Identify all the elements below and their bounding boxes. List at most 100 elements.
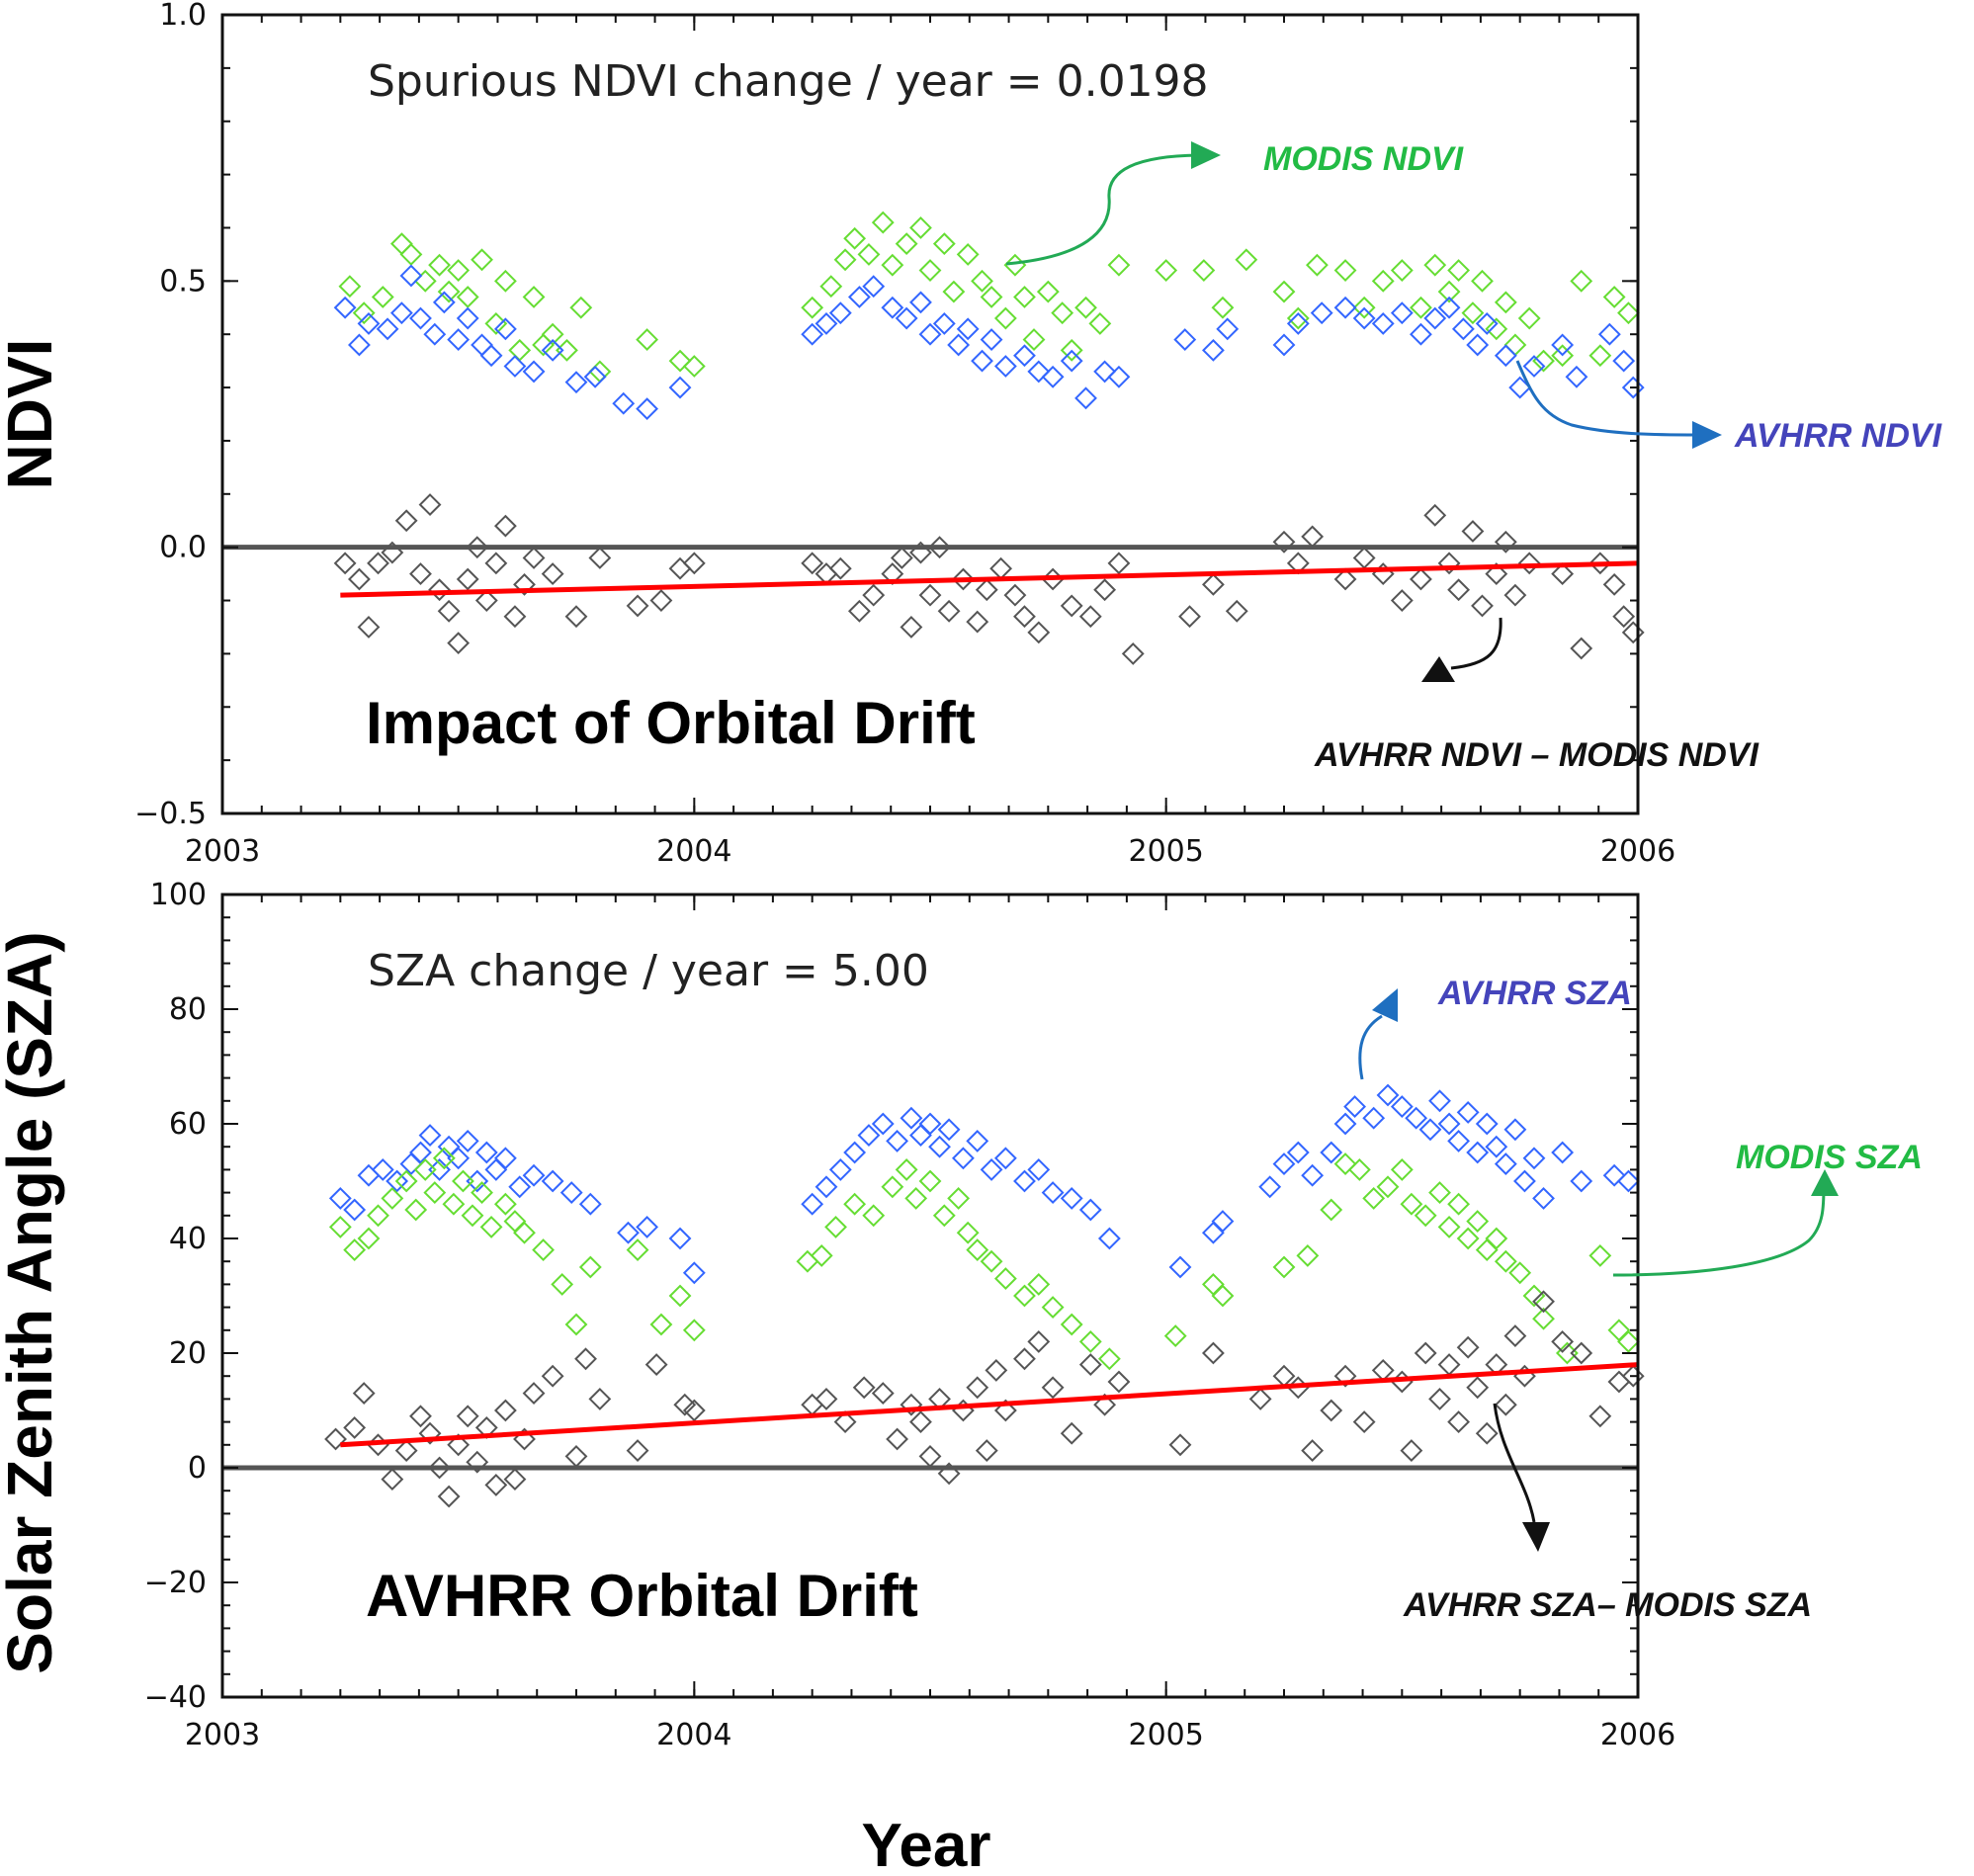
data-point — [1060, 1421, 1083, 1445]
data-point — [815, 312, 838, 335]
data-point — [1588, 344, 1612, 368]
data-point — [1551, 333, 1575, 357]
data-point — [1437, 1215, 1461, 1238]
data-point — [1272, 333, 1296, 357]
data-point — [1078, 1198, 1102, 1222]
data-point — [1485, 317, 1508, 341]
data-point — [668, 376, 692, 399]
data-point — [1410, 322, 1432, 346]
data-point — [857, 242, 881, 266]
data-point — [1522, 1284, 1546, 1308]
data-point — [352, 1382, 376, 1406]
data-point — [461, 1204, 484, 1228]
data-point — [428, 253, 451, 277]
data-point — [966, 1129, 989, 1152]
ndvi-slope-annotation: Spurious NDVI change / year = 0.0198 — [368, 56, 1209, 107]
data-point — [503, 355, 527, 378]
data-point — [1390, 1095, 1414, 1119]
data-point — [556, 338, 578, 362]
data-point — [1201, 338, 1225, 362]
data-point — [394, 1169, 418, 1193]
data-point — [1551, 562, 1575, 586]
data-point — [668, 349, 692, 373]
data-point — [900, 616, 923, 639]
data-point — [1588, 1243, 1612, 1267]
data-point — [371, 1157, 394, 1181]
data-point — [1211, 1284, 1235, 1308]
data-point — [447, 328, 471, 352]
data-point — [993, 1267, 1017, 1291]
data-point — [843, 1141, 867, 1164]
data-point — [1532, 1186, 1555, 1210]
data-point — [1503, 333, 1527, 357]
data-point — [1503, 583, 1527, 607]
data-point — [1333, 296, 1357, 319]
data-point — [1471, 269, 1494, 293]
data-point — [1301, 1163, 1325, 1187]
data-point — [1371, 269, 1395, 293]
data-point — [348, 333, 371, 357]
series-avhrr-ndvi — [333, 264, 1645, 421]
data-point — [409, 306, 432, 330]
xtick-label: 2004 — [656, 1718, 731, 1752]
data-point — [1517, 552, 1541, 575]
data-point — [862, 583, 886, 607]
sza-plot-area — [222, 1083, 1645, 1508]
data-point — [1451, 317, 1475, 341]
data-point — [471, 248, 493, 272]
data-point — [541, 1364, 564, 1388]
data-point — [1074, 386, 1097, 410]
data-point — [1201, 1221, 1225, 1244]
modis-sza-label: MODIS SZA — [1736, 1139, 1923, 1176]
data-point — [847, 599, 871, 623]
data-point — [1551, 344, 1575, 368]
ytick-label: −0.5 — [134, 797, 207, 831]
data-point — [1107, 253, 1131, 277]
data-point — [418, 493, 442, 516]
data-point — [381, 541, 404, 564]
data-point — [1475, 1112, 1499, 1136]
data-point — [1400, 1439, 1423, 1463]
data-point — [1078, 1353, 1102, 1377]
data-point — [801, 1192, 824, 1216]
data-point — [1362, 1106, 1386, 1130]
data-point — [399, 242, 423, 266]
data-point — [862, 275, 886, 298]
data-point — [1121, 641, 1145, 665]
ndvi-panel: −0.5 0.0 0.5 1.0 2003 2004 2005 2006 Spurious … — [0, 0, 1943, 869]
data-point — [333, 296, 357, 319]
data-point — [437, 599, 461, 623]
data-point — [1060, 338, 1083, 362]
data-point — [993, 1147, 1017, 1170]
ndvi-x-axis: 2003 2004 2005 2006 — [185, 15, 1675, 869]
data-point — [801, 322, 824, 346]
data-point — [381, 1468, 404, 1492]
data-point — [833, 1410, 857, 1434]
data-point — [895, 1157, 918, 1181]
ytick-label: 0.0 — [159, 531, 207, 565]
data-point — [1423, 503, 1447, 527]
data-point — [1248, 1387, 1272, 1410]
data-point — [1602, 286, 1626, 308]
modis-ndvi-arrow — [1005, 153, 1199, 266]
avhrr-sza-arrowhead — [1372, 988, 1398, 1022]
data-point — [1088, 312, 1112, 335]
data-point — [1621, 376, 1645, 399]
data-point — [357, 1163, 381, 1187]
data-point — [493, 317, 517, 341]
data-point — [993, 355, 1017, 378]
data-point — [881, 1175, 904, 1199]
xtick-label: 2006 — [1600, 834, 1675, 869]
data-point — [588, 547, 612, 569]
data-point — [956, 317, 980, 341]
data-point — [588, 1387, 612, 1410]
data-point — [1570, 1341, 1593, 1365]
data-point — [409, 1141, 432, 1164]
data-point — [1272, 1152, 1296, 1176]
data-point — [1447, 578, 1471, 602]
data-point — [1494, 344, 1517, 368]
data-point — [1410, 296, 1432, 319]
data-point — [626, 594, 649, 618]
ndvi-plot-area — [222, 211, 1645, 665]
data-point — [1347, 1157, 1371, 1181]
